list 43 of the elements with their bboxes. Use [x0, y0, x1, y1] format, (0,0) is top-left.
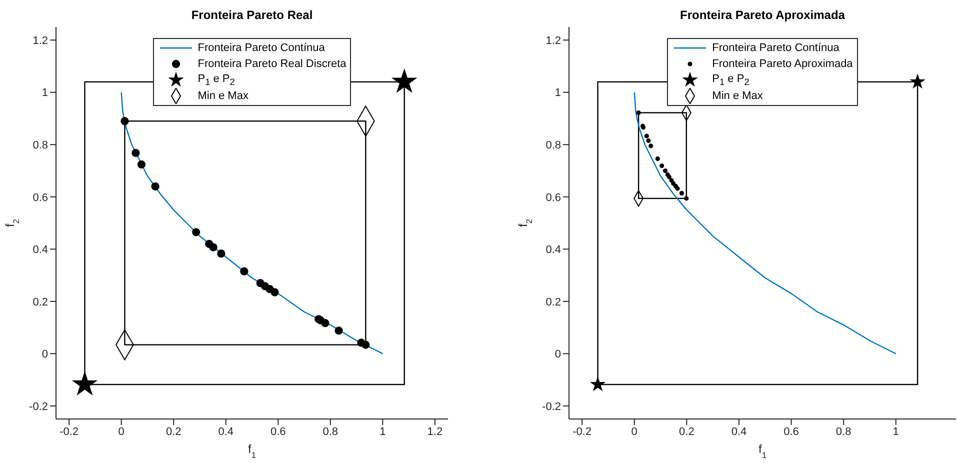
y-tick-label: 0.6	[546, 192, 561, 204]
y-tick-label: 0.2	[32, 296, 48, 308]
y-tick-label: 1	[554, 87, 561, 100]
y-tick-label: -0.2	[542, 400, 561, 413]
x-tick-label: 0	[631, 426, 638, 438]
x-tick-label: 1	[892, 426, 899, 438]
y-tick-label: 0.6	[32, 192, 48, 204]
chart-title: Fronteira Pareto Aproximada	[679, 8, 846, 22]
y-tick-label: 1.2	[32, 34, 48, 47]
y-tick-label: 0	[554, 348, 561, 361]
legend-label: P$_{1}$ e P$_{2}$	[712, 72, 750, 88]
legend-label: Min e Max	[712, 90, 763, 102]
x-tick-label: 0	[118, 426, 124, 438]
y-tick-label: 1	[42, 87, 48, 100]
chart-title: Fronteira Pareto Real	[190, 8, 314, 22]
x-tick-label: 0.4	[731, 426, 747, 438]
legend-label: Fronteira Pareto Real Discreta	[198, 58, 346, 70]
y-tick-label: 1.2	[546, 34, 561, 47]
x-tick-label: -0.2	[572, 426, 592, 438]
x-tick-label: 0.6	[270, 426, 286, 438]
x-tick-label: 1.2	[427, 426, 443, 438]
y-tick-label: 0.8	[32, 140, 48, 152]
legend-label: Fronteira Pareto Contínua	[712, 42, 840, 54]
y-tick-label: 0.4	[32, 244, 48, 256]
x-tick-label: 0.6	[784, 426, 799, 438]
x-axis-title: f$_{1}$	[248, 442, 256, 460]
y-tick-label: 0.2	[546, 296, 561, 308]
x-tick-label: -0.2	[60, 426, 79, 438]
legend-label: P$_{1}$ e P$_{2}$	[198, 72, 235, 88]
y-tick-label: -0.2	[29, 400, 48, 413]
x-tick-label: 0.4	[218, 426, 234, 438]
x-axis-title: f$_{1}$	[758, 442, 767, 460]
legend-label: Min e Max	[198, 90, 248, 102]
y-tick-label: 0.4	[546, 244, 561, 256]
legend-label: Fronteira Pareto Contínua	[198, 42, 325, 54]
legend-label: Fronteira Pareto Aproximada	[712, 58, 853, 70]
x-tick-label: 0.8	[322, 426, 338, 438]
x-tick-label: 1	[380, 426, 386, 438]
y-tick-label: 0.8	[546, 140, 561, 152]
x-tick-label: 0.2	[166, 426, 182, 438]
y-tick-label: 0	[42, 348, 48, 361]
x-tick-label: 0.2	[679, 426, 694, 438]
x-tick-label: 0.8	[836, 426, 852, 438]
